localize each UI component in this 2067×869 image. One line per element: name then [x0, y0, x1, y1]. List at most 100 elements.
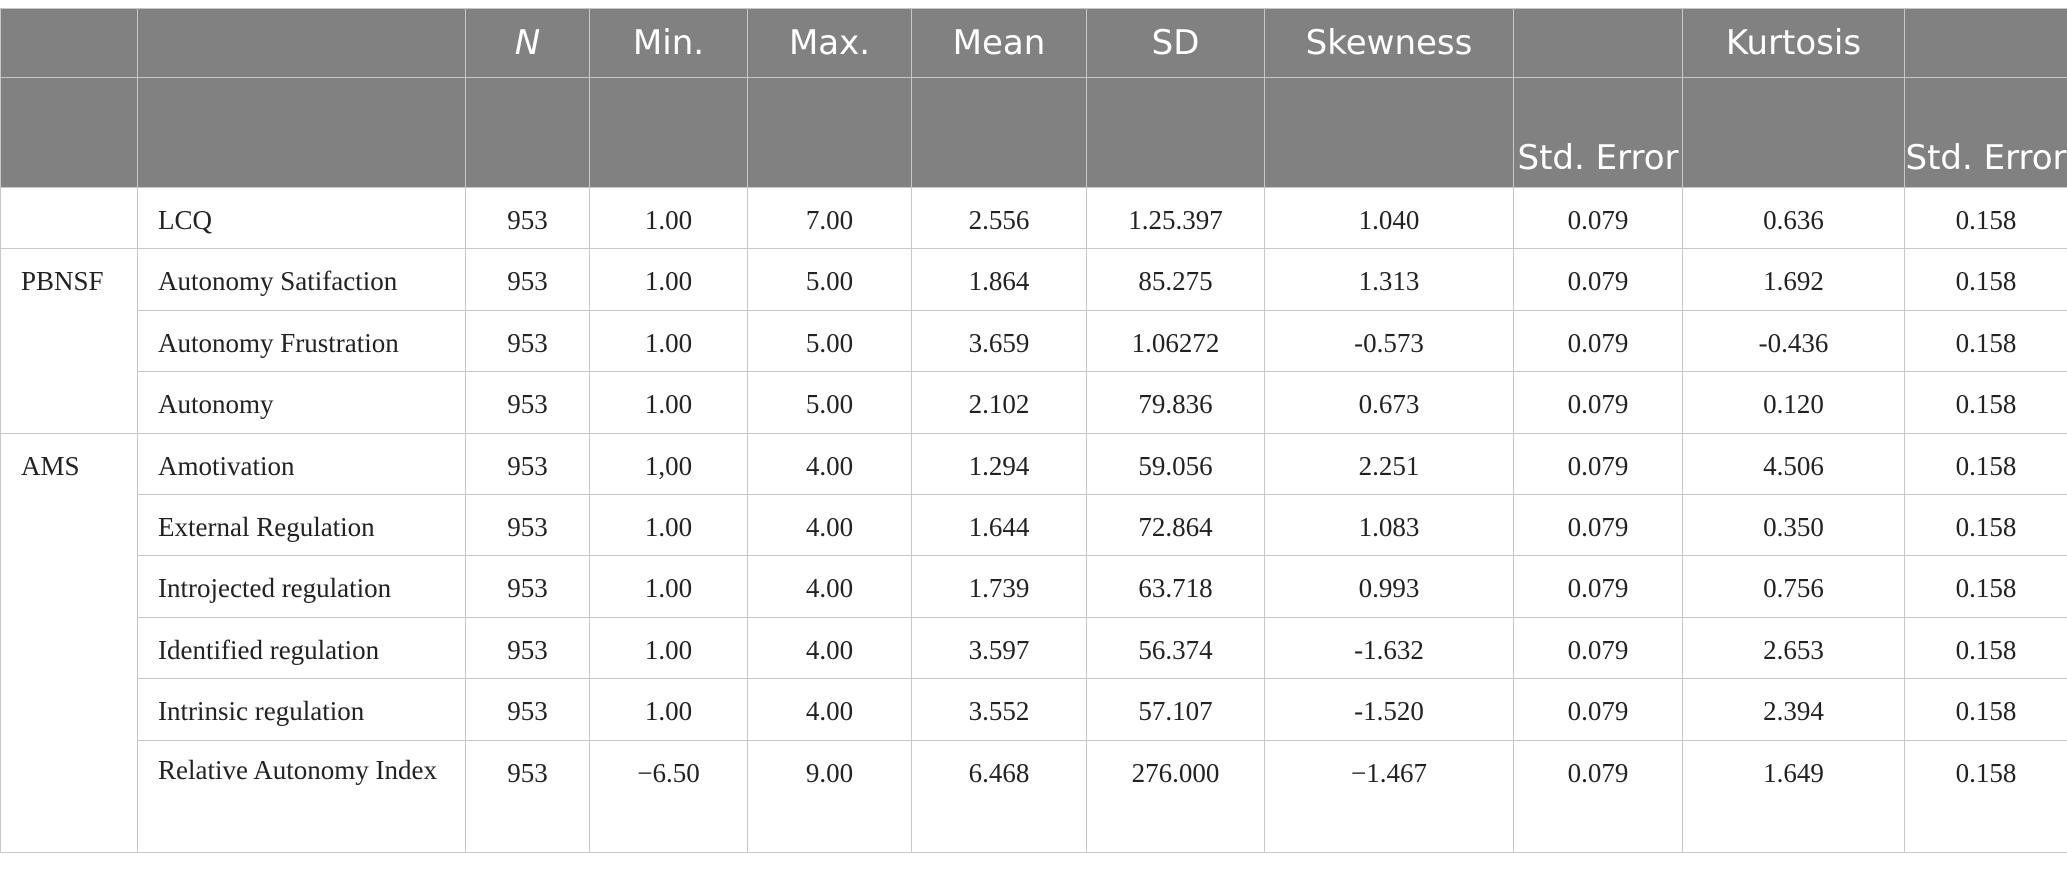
kurtosis-cell: 2.394 — [1682, 678, 1905, 741]
header-skewness: Skewness — [1264, 8, 1514, 78]
skew-se-cell: 0.079 — [1513, 309, 1683, 373]
n-cell: 953 — [465, 739, 590, 853]
kurt-se-cell: 0.158 — [1904, 678, 2067, 741]
sd-cell: 276.000 — [1086, 739, 1265, 853]
kurtosis-cell: 1.692 — [1682, 248, 1905, 311]
max-cell: 9.00 — [747, 739, 912, 853]
table-row: External Regulation 953 1.00 4.00 1.644 … — [1, 493, 2067, 557]
header-cell — [1682, 77, 1905, 188]
skewness-cell: 0.993 — [1264, 555, 1514, 618]
min-cell: 1.00 — [589, 248, 748, 311]
group-cell: PBNSF — [0, 248, 138, 434]
table-row: AMS Amotivation 953 1,00 4.00 1.294 59.0… — [0, 432, 2067, 853]
mean-cell: 2.556 — [911, 186, 1087, 250]
skewness-cell: -1.632 — [1264, 616, 1514, 680]
sd-cell: 56.374 — [1086, 616, 1265, 680]
header-cell — [1264, 77, 1514, 188]
mean-cell: 1.294 — [911, 432, 1087, 495]
sd-cell: 57.107 — [1086, 678, 1265, 741]
skew-se-cell: 0.079 — [1513, 739, 1683, 853]
kurt-se-cell: 0.158 — [1904, 616, 2067, 680]
kurt-se-cell: 0.158 — [1904, 432, 2067, 495]
variable-cell: Relative Autonomy Index — [137, 739, 466, 853]
max-cell: 5.00 — [747, 371, 912, 434]
min-cell: 1.00 — [589, 371, 748, 434]
header-kurt-std-error: Std. Error — [1904, 77, 2067, 188]
sd-cell: 1.25.397 — [1086, 186, 1265, 250]
sd-cell: 59.056 — [1086, 432, 1265, 495]
table-row: Identified regulation 953 1.00 4.00 3.59… — [1, 616, 2067, 680]
sd-cell: 85.275 — [1086, 248, 1265, 311]
n-cell: 953 — [465, 493, 590, 557]
n-cell: 953 — [465, 432, 590, 495]
header-kurtosis: Kurtosis — [1682, 8, 1905, 78]
kurtosis-cell: 2.653 — [1682, 616, 1905, 680]
table-row: Autonomy Frustration 953 1.00 5.00 3.659… — [1, 309, 2067, 373]
min-cell: 1.00 — [589, 186, 748, 250]
variable-cell: Autonomy — [137, 371, 466, 434]
skewness-cell: 1.040 — [1264, 186, 1514, 250]
header-cell — [0, 8, 138, 78]
header-cell — [137, 8, 466, 78]
max-cell: 4.00 — [747, 432, 912, 495]
max-cell: 5.00 — [747, 248, 912, 311]
skewness-cell: −1.467 — [1264, 739, 1514, 853]
kurt-se-cell: 0.158 — [1904, 371, 2067, 434]
min-cell: 1.00 — [589, 493, 748, 557]
max-cell: 7.00 — [747, 186, 912, 250]
skew-se-cell: 0.079 — [1513, 678, 1683, 741]
header-cell — [137, 77, 466, 188]
table-row: Introjected regulation 953 1.00 4.00 1.7… — [1, 555, 2067, 618]
n-cell: 953 — [465, 309, 590, 373]
group-cell — [0, 186, 138, 250]
kurtosis-cell: 0.350 — [1682, 493, 1905, 557]
kurt-se-cell: 0.158 — [1904, 739, 2067, 853]
mean-cell: 3.552 — [911, 678, 1087, 741]
kurtosis-cell: 4.506 — [1682, 432, 1905, 495]
header-mean: Mean — [911, 8, 1087, 78]
mean-cell: 3.597 — [911, 616, 1087, 680]
table-row: Intrinsic regulation 953 1.00 4.00 3.552… — [1, 678, 2067, 741]
header-cell — [911, 77, 1087, 188]
kurt-se-cell: 0.158 — [1904, 555, 2067, 618]
table-row: LCQ 953 1.00 7.00 2.556 1.25.397 1.040 0… — [0, 186, 2067, 250]
sd-cell: 63.718 — [1086, 555, 1265, 618]
skewness-cell: -0.573 — [1264, 309, 1514, 373]
n-cell: 953 — [465, 371, 590, 434]
header-cell — [589, 77, 748, 188]
skewness-cell: 1.313 — [1264, 248, 1514, 311]
variable-cell: Intrinsic regulation — [137, 678, 466, 741]
skewness-cell: -1.520 — [1264, 678, 1514, 741]
max-cell: 4.00 — [747, 493, 912, 557]
table-row: Relative Autonomy Index 953 −6.50 9.00 6… — [1, 739, 2067, 853]
skewness-cell: 0.673 — [1264, 371, 1514, 434]
sd-cell: 79.836 — [1086, 371, 1265, 434]
min-cell: −6.50 — [589, 739, 748, 853]
kurtosis-cell: -0.436 — [1682, 309, 1905, 373]
variable-cell: Autonomy Frustration — [137, 309, 466, 373]
table-row: PBNSF Autonomy Satifaction 953 1.00 5.00… — [0, 248, 2067, 434]
variable-cell: External Regulation — [137, 493, 466, 557]
kurtosis-cell: 0.120 — [1682, 371, 1905, 434]
skew-se-cell: 0.079 — [1513, 493, 1683, 557]
min-cell: 1.00 — [589, 678, 748, 741]
n-cell: 953 — [465, 555, 590, 618]
kurt-se-cell: 0.158 — [1904, 309, 2067, 373]
kurtosis-cell: 0.756 — [1682, 555, 1905, 618]
min-cell: 1.00 — [589, 555, 748, 618]
n-cell: 953 — [465, 248, 590, 311]
skewness-cell: 2.251 — [1264, 432, 1514, 495]
header-min: Min. — [589, 8, 748, 78]
variable-cell: Amotivation — [137, 432, 466, 495]
skew-se-cell: 0.079 — [1513, 248, 1683, 311]
mean-cell: 1.864 — [911, 248, 1087, 311]
variable-cell: Identified regulation — [137, 616, 466, 680]
skew-se-cell: 0.079 — [1513, 555, 1683, 618]
table-row: Autonomy 953 1.00 5.00 2.102 79.836 0.67… — [1, 371, 2067, 434]
kurtosis-cell: 1.649 — [1682, 739, 1905, 853]
header-row-2: Std. Error Std. Error — [0, 77, 2067, 188]
header-n: N — [465, 8, 590, 78]
group-cell: AMS — [0, 432, 138, 853]
min-cell: 1,00 — [589, 432, 748, 495]
skew-se-cell: 0.079 — [1513, 432, 1683, 495]
